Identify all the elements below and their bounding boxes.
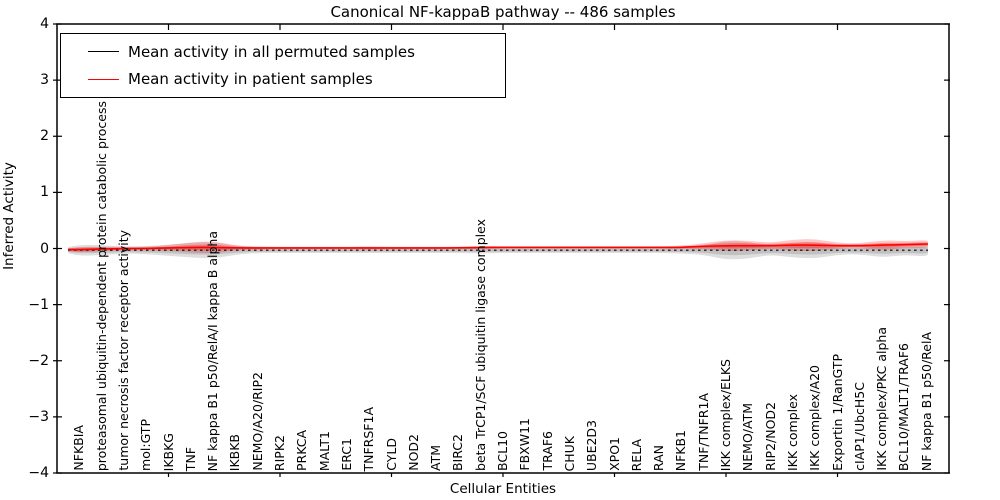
legend-label-patient: Mean activity in patient samples (128, 70, 373, 89)
legend-item-permuted: Mean activity in all permuted samples (61, 43, 505, 61)
x-tick-label: Exportin 1/RanGTP (829, 354, 845, 471)
y-tick-label: −2 (28, 352, 49, 369)
x-tick-label: CYLD (383, 438, 399, 471)
x-tick-label: RIP2/NOD2 (762, 402, 778, 471)
x-tick-label: proteasomal ubiquitin-dependent protein … (93, 100, 109, 471)
x-tick-label: BCL10/MALT1/TRAF6 (896, 342, 912, 471)
x-tick-label: RAN (651, 444, 667, 471)
y-tick-label: 1 (40, 184, 49, 201)
x-tick-label: NFKB1 (673, 429, 689, 471)
patient-mean-line (67, 243, 928, 251)
patient-envelope-outer (68, 239, 928, 254)
x-tick-label: TNF (182, 446, 198, 471)
y-tick-label: 4 (40, 16, 49, 32)
x-tick-label: mol:GTP (138, 419, 154, 471)
x-tick-label: IKBKG (160, 432, 176, 471)
y-tick-label: −4 (28, 465, 49, 481)
x-tick-label: TRAF6 (539, 431, 555, 471)
x-tick-label: tumor necrosis factor receptor activity (115, 230, 131, 471)
x-tick-label: NOD2 (405, 434, 421, 471)
x-tick-label: NEMO/A20/RIP2 (249, 372, 265, 471)
x-tick-label: BCL10 (495, 431, 510, 471)
y-tick-label: 0 (40, 240, 49, 257)
legend-line-patient-icon (88, 78, 119, 80)
legend-label-permuted: Mean activity in all permuted samples (128, 42, 415, 61)
x-tick-label: IKK complex (784, 393, 800, 471)
x-tick-label: RELA (628, 438, 644, 471)
x-tick-label: NEMO/ATM (740, 402, 756, 471)
x-tick-label: CHUK (561, 435, 577, 471)
y-tick-label: 2 (40, 128, 49, 145)
x-tick-label: UBE2D3 (584, 419, 600, 471)
x-tick-label: NF kappa B1 p50/RelA/I kappa B alpha (205, 230, 221, 471)
patient-envelope-inner (68, 242, 928, 251)
x-tick-label: IKBKB (227, 433, 243, 471)
x-tick-label: MALT1 (316, 430, 332, 471)
x-tick-label: NF kappa B1 p50/RelA (918, 331, 934, 471)
y-tick-label: −3 (28, 408, 49, 425)
permuted-envelope-inner (68, 245, 928, 256)
x-tick-label: cIAP1/UbcH5C (851, 382, 867, 471)
y-axis-label: Inferred Activity (1, 162, 17, 270)
legend-item-patient: Mean activity in patient samples (61, 70, 505, 88)
x-tick-label: XPO1 (606, 437, 622, 471)
x-tick-label: BIRC2 (450, 433, 466, 471)
x-tick-label: PRKCA (294, 429, 310, 471)
legend-line-permuted-icon (88, 51, 119, 53)
x-tick-label: RIPK2 (272, 434, 287, 471)
x-tick-label: beta TrCP1/SCF ubiquitin ligase complex (472, 219, 488, 471)
chart-title: Canonical NF-kappaB pathway -- 486 sampl… (330, 3, 676, 21)
x-tick-label: ERC1 (338, 438, 354, 471)
x-tick-label: IKK complex/A20 (807, 365, 823, 471)
x-tick-label: IKK complex/ELKS (718, 358, 733, 471)
x-tick-label: TNFRSF1A (361, 406, 377, 472)
legend: Mean activity in all permuted samples Me… (60, 33, 506, 98)
y-tick-label: −1 (28, 296, 49, 313)
x-tick-label: NFKBIA (71, 425, 87, 471)
x-tick-label: TNF/TNFR1A (695, 393, 711, 471)
x-tick-label: FBXW11 (517, 418, 533, 471)
x-tick-label: IKK complex/PKC alpha (874, 327, 890, 471)
x-tick-label: ATM (428, 444, 444, 471)
x-axis-label: Cellular Entities (449, 481, 557, 497)
y-tick-label: 3 (40, 72, 49, 89)
